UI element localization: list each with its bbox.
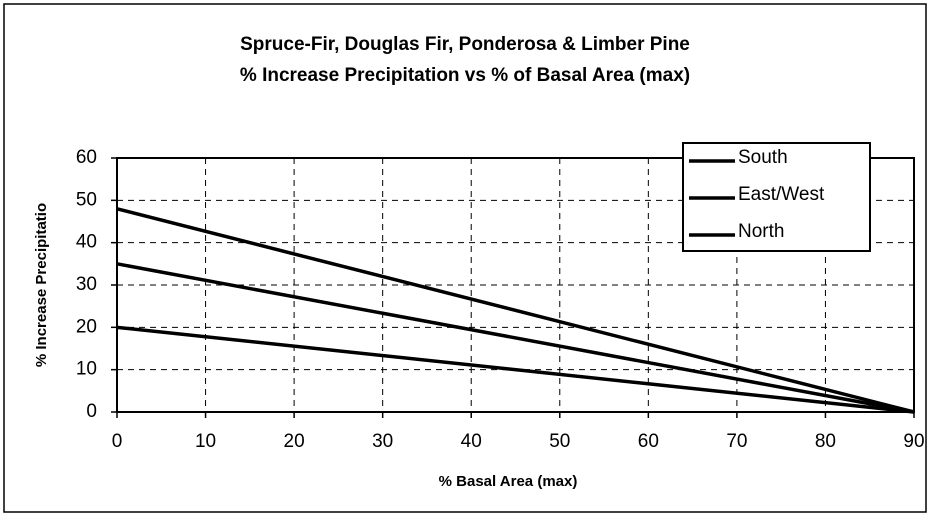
series-line xyxy=(116,207,915,414)
x-tick-label: 50 xyxy=(549,431,570,452)
series-line xyxy=(116,325,915,414)
x-tick-label: 90 xyxy=(903,431,924,452)
x-axis-label: % Basal Area (max) xyxy=(439,473,578,490)
legend-label: East/West xyxy=(738,184,825,205)
x-tick-label: 20 xyxy=(284,431,305,452)
x-tick-label: 30 xyxy=(372,431,393,452)
chart-border xyxy=(3,3,927,513)
x-tick-label: 10 xyxy=(195,431,216,452)
legend-label: South xyxy=(738,147,788,168)
chart-subtitle: % Increase Precipitation vs % of Basal A… xyxy=(240,65,690,86)
y-tick-label: 20 xyxy=(76,316,97,337)
x-tick-label: 40 xyxy=(461,431,482,452)
y-tick-label: 40 xyxy=(76,232,97,253)
chart-title: Spruce-Fir, Douglas Fir, Ponderosa & Lim… xyxy=(240,34,690,55)
legend-label: North xyxy=(738,221,784,242)
series-line xyxy=(116,262,915,414)
y-tick-label: 30 xyxy=(76,274,97,295)
y-tick-label: 10 xyxy=(76,359,97,380)
x-tick-label: 60 xyxy=(638,431,659,452)
plot-area xyxy=(116,157,915,413)
x-tick-label: 80 xyxy=(815,431,836,452)
y-tick-label: 0 xyxy=(86,401,97,422)
y-tick-label: 60 xyxy=(76,147,97,168)
x-tick-label: 0 xyxy=(112,431,123,452)
x-tick-label: 70 xyxy=(726,431,747,452)
y-axis-label: % Increase Precipitatio xyxy=(33,203,50,367)
y-tick-label: 50 xyxy=(76,189,97,210)
